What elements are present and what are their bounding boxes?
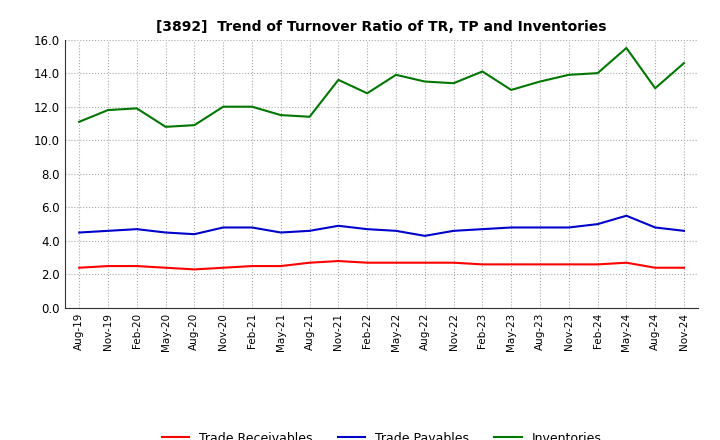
Trade Payables [622,213,631,218]
Inventories [536,79,544,84]
Trade Payables [276,230,285,235]
Inventories [305,114,314,119]
Trade Receivables [248,264,256,269]
Trade Receivables [132,264,141,269]
Inventories [622,45,631,51]
Trade Receivables [536,262,544,267]
Inventories [132,106,141,111]
Line: Trade Payables: Trade Payables [79,216,684,236]
Inventories [449,81,458,86]
Title: [3892]  Trend of Turnover Ratio of TR, TP and Inventories: [3892] Trend of Turnover Ratio of TR, TP… [156,20,607,34]
Trade Payables [219,225,228,230]
Inventories [104,107,112,113]
Inventories [564,72,573,77]
Inventories [680,60,688,66]
Trade Receivables [104,264,112,269]
Inventories [248,104,256,109]
Trade Payables [651,225,660,230]
Trade Payables [420,233,429,238]
Trade Receivables [507,262,516,267]
Trade Payables [305,228,314,234]
Legend: Trade Receivables, Trade Payables, Inventories: Trade Receivables, Trade Payables, Inven… [157,427,606,440]
Trade Receivables [276,264,285,269]
Trade Payables [536,225,544,230]
Inventories [478,69,487,74]
Trade Payables [104,228,112,234]
Trade Receivables [305,260,314,265]
Trade Payables [449,228,458,234]
Trade Payables [507,225,516,230]
Inventories [593,70,602,76]
Inventories [392,72,400,77]
Trade Payables [75,230,84,235]
Trade Payables [478,227,487,232]
Trade Receivables [449,260,458,265]
Trade Payables [334,223,343,228]
Trade Receivables [593,262,602,267]
Inventories [334,77,343,82]
Inventories [276,113,285,118]
Trade Receivables [478,262,487,267]
Trade Payables [190,231,199,237]
Inventories [651,86,660,91]
Trade Payables [363,227,372,232]
Trade Payables [161,230,170,235]
Trade Receivables [392,260,400,265]
Trade Receivables [622,260,631,265]
Trade Payables [132,227,141,232]
Trade Payables [392,228,400,234]
Trade Payables [593,221,602,227]
Trade Receivables [420,260,429,265]
Trade Payables [564,225,573,230]
Trade Payables [248,225,256,230]
Trade Receivables [219,265,228,270]
Inventories [190,122,199,128]
Trade Receivables [75,265,84,270]
Trade Receivables [651,265,660,270]
Line: Inventories: Inventories [79,48,684,127]
Trade Receivables [334,258,343,264]
Trade Payables [680,228,688,234]
Trade Receivables [564,262,573,267]
Inventories [363,91,372,96]
Trade Receivables [363,260,372,265]
Line: Trade Receivables: Trade Receivables [79,261,684,269]
Inventories [219,104,228,109]
Trade Receivables [161,265,170,270]
Inventories [75,119,84,125]
Trade Receivables [190,267,199,272]
Trade Receivables [680,265,688,270]
Inventories [420,79,429,84]
Inventories [161,124,170,129]
Inventories [507,87,516,92]
